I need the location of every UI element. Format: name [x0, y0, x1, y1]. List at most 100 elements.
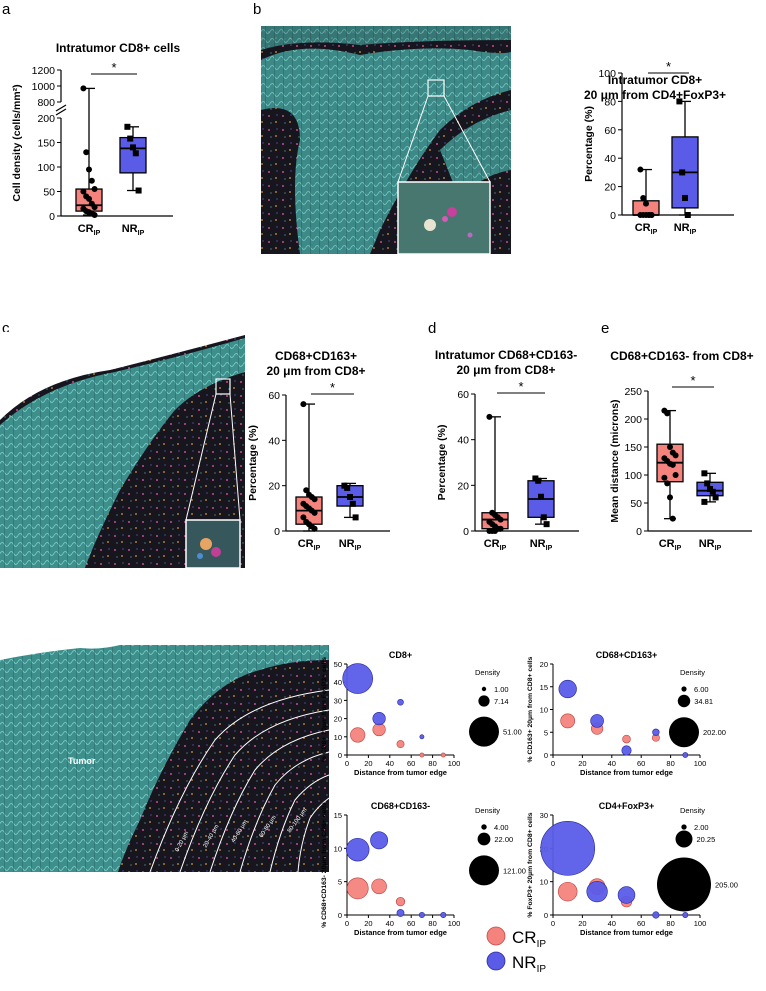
x-label-cr: CRIP — [659, 538, 682, 552]
bubble-nr — [396, 909, 405, 917]
y-tick-label: 40 — [457, 435, 469, 447]
title-line: Intratumor CD8+ — [608, 73, 702, 87]
bubble-nr — [418, 911, 425, 919]
x-tick-label: 0 — [551, 919, 555, 928]
x-tick-label: 60 — [637, 759, 645, 768]
y-tick-label: 0 — [49, 211, 55, 223]
y-tick-label: 800 — [37, 97, 55, 109]
bubble-cr — [622, 734, 631, 744]
data-point — [676, 98, 683, 105]
y-tick-label: 60 — [457, 389, 469, 401]
density-legend: Density 4.00 22.00 121.00 — [469, 806, 526, 886]
data-point — [684, 212, 691, 218]
bubble-nr — [397, 698, 404, 706]
y-axis-label: % CD68+CD163- 20µm from CD8+ cells — [321, 802, 328, 928]
data-point — [701, 470, 708, 477]
chart-b-cd8-near-treg: Intratumor CD8+20 μm from CD4+FoxP3+ 0 20 4… — [583, 59, 734, 236]
x-tick-label: 40 — [386, 759, 394, 768]
data-point — [135, 187, 142, 194]
chart-c-cd163pos-near-cd8: CD68+CD163+20 μm from CD8+ 0 20 40 60 Percent… — [247, 349, 390, 552]
y-tick-label: 15 — [334, 811, 342, 820]
x-tick-label: 80 — [666, 759, 674, 768]
x-tick-label: 100 — [694, 919, 707, 928]
significance-star: * — [666, 59, 671, 74]
data-point — [91, 186, 98, 193]
y-tick-label: 5 — [338, 878, 342, 887]
x-tick-label: 100 — [694, 759, 707, 768]
y-tick-label: 30 — [540, 811, 548, 820]
data-point — [637, 166, 644, 173]
density-legend-value: 202.00 — [703, 728, 726, 737]
bubble-cr — [440, 752, 446, 758]
y-tick-label: 15 — [540, 683, 548, 692]
data-point — [486, 413, 493, 420]
bubble-cr — [346, 877, 369, 900]
data-point — [80, 188, 87, 195]
data-point — [344, 484, 351, 491]
density-legend-marker — [669, 717, 699, 748]
density-legend-value: 2.00 — [694, 823, 709, 832]
y-tick-label: 50 — [43, 187, 55, 199]
x-tick-label: 20 — [578, 919, 586, 928]
y-tick-label: 60 — [268, 390, 280, 402]
y-tick-label: 100 — [37, 162, 55, 174]
data-point — [669, 515, 676, 522]
x-label-cr: CRIP — [78, 223, 101, 237]
panel-letter-d: d — [428, 320, 436, 337]
y-tick-label: 10 — [540, 706, 548, 715]
x-tick-label: 60 — [407, 759, 415, 768]
density-legend-value: 34.81 — [694, 697, 713, 706]
y-axis-label: % CD8+ 20µm from FoxP3+ cells — [321, 657, 328, 762]
micrograph-c — [0, 332, 245, 568]
bubble-nr — [372, 711, 386, 726]
x-tick-label: 60 — [407, 919, 415, 928]
y-tick-label: 50 — [334, 660, 342, 669]
panel-letter-a: a — [2, 1, 11, 18]
density-legend: Density 2.00 20.25 205.00 — [657, 806, 738, 912]
y-tick-label: 0 — [610, 210, 616, 222]
y-tick-label: 0 — [338, 911, 342, 920]
x-tick-label: 100 — [448, 919, 461, 928]
density-legend-marker — [675, 830, 693, 848]
x-label-cr: CRIP — [298, 538, 321, 552]
data-point — [88, 177, 95, 184]
data-point — [349, 500, 356, 507]
density-legend-marker — [481, 824, 487, 830]
y-tick-label: 200 — [37, 113, 55, 125]
x-tick-label: 80 — [666, 919, 674, 928]
y-axis-label: Percentage (%) — [247, 425, 259, 501]
data-point — [80, 85, 87, 92]
y-axis-label: Percentage (%) — [583, 106, 595, 182]
data-point — [669, 461, 676, 468]
density-legend-marker — [469, 716, 499, 747]
data-point — [91, 212, 98, 219]
micrograph-f-tumor-label: Tumor — [68, 756, 96, 766]
bubble-nr — [370, 831, 389, 850]
density-legend-title: Density — [680, 806, 705, 815]
chart-e-mean-distance: CD68+CD163- from CD8+ 0 50 100 150 200 250Mean… — [609, 349, 754, 552]
x-tick-label: 60 — [637, 919, 645, 928]
bubble-cr — [395, 897, 406, 907]
y-tick-label: 10 — [540, 878, 548, 887]
density-legend-title: Density — [475, 668, 500, 677]
chart-f4-foxp3-bubble: CD4+FoxP3+0102030020406080100Distance fr… — [527, 801, 738, 937]
y-tick-label: 30 — [334, 696, 342, 705]
density-legend-value: 20.25 — [696, 835, 715, 844]
bubble-nr — [345, 837, 370, 862]
title: CD8+ — [389, 650, 412, 660]
y-tick-label: 10 — [334, 844, 342, 853]
data-point — [679, 169, 686, 176]
density-legend-value: 205.00 — [715, 880, 738, 889]
data-point — [667, 494, 673, 501]
y-tick-label: 0 — [463, 526, 469, 538]
density-legend-marker — [481, 686, 487, 692]
y-tick-label: 0 — [636, 526, 642, 538]
axis-break — [55, 108, 67, 116]
data-point — [672, 452, 679, 459]
y-tick-label: 20 — [334, 715, 342, 724]
data-point — [712, 494, 719, 501]
x-tick-label: 20 — [364, 759, 372, 768]
x-label-nr: NRIP — [674, 222, 697, 236]
